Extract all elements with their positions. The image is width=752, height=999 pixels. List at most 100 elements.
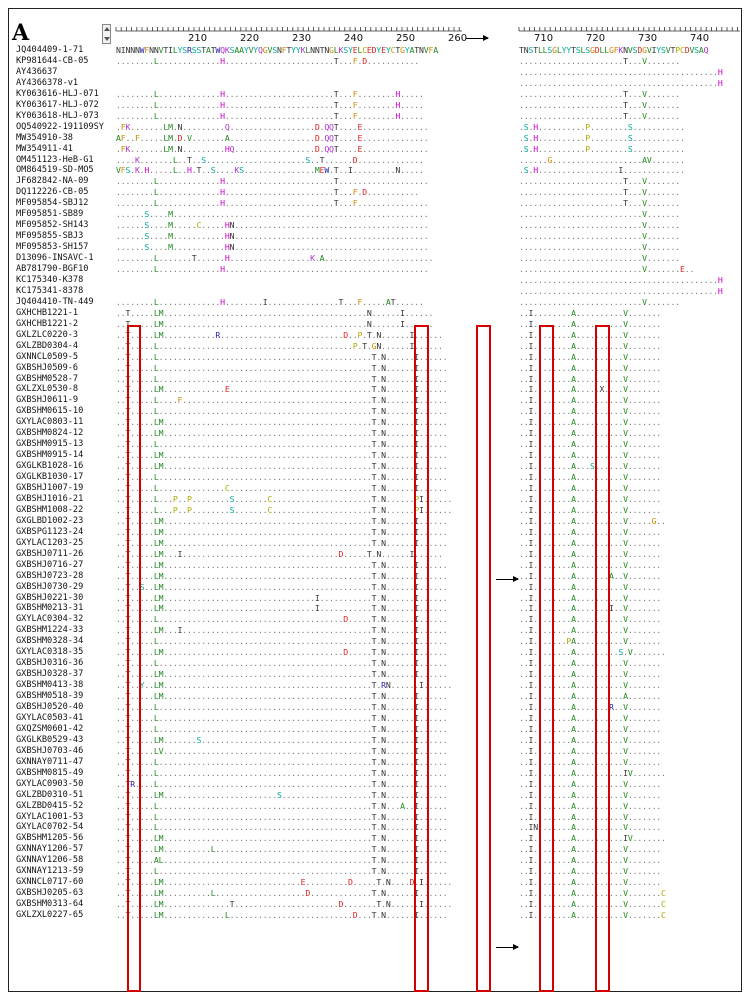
sequence-name: GXQZSM0601-42 — [16, 723, 84, 734]
sequence-name: GXBSHJ0520-40 — [16, 702, 84, 712]
sequence-name: KY063616-HLJ-071 — [16, 88, 99, 99]
tick-label: 740 — [690, 33, 710, 44]
sequence-name: OM864519-SD-MO5 — [16, 165, 94, 176]
sequence-name: MF095854-SBJ12 — [16, 198, 89, 209]
sequence-name: MF095855-SBJ3 — [16, 231, 84, 242]
sequence-name: GXBSPG1123-24 — [16, 526, 84, 537]
sequence-left-segment: ..T.....LM...I..........................… — [116, 548, 443, 559]
sequence-right-segment: ..I........A..........V....... — [519, 450, 662, 461]
sequence-right-segment: ..........................V....... — [519, 242, 680, 253]
sequence-name: MW354911-41 — [16, 143, 73, 154]
sequence-name: GXLZLC0220-3 — [16, 329, 79, 340]
sequence-right-segment: ..I........A..........V....... — [519, 712, 662, 723]
sequence-name: GXYLAC1001-53 — [16, 811, 84, 822]
sequence-left-segment: ..T.....LM..............................… — [116, 461, 448, 472]
sequence-left-segment: ........L.............H.................… — [116, 264, 429, 274]
highlight-box — [127, 325, 141, 992]
sequence-left-segment: ..T.....LM..............................… — [116, 833, 448, 844]
sequence-name: GXBSHM0915-13 — [16, 439, 84, 450]
sequence-left-segment: ..T.....LM..............................… — [116, 669, 448, 680]
sequence-name: KP981644-CB-05 — [16, 55, 89, 66]
sequence-right-segment: ..........................V....... — [519, 231, 680, 242]
sequence-name: GXLZXL0227-65 — [16, 910, 84, 921]
sequence-right-segment: ..I........A..........V....... — [519, 439, 662, 450]
highlight-box — [595, 325, 610, 992]
sequence-name: GXNNCL0509-5 — [16, 351, 79, 362]
sequence-left-segment: ......S....M...........HN...............… — [116, 242, 429, 253]
scroll-up-icon[interactable] — [104, 27, 110, 31]
sequence-right-segment: ..I........A..........V....... — [519, 340, 662, 351]
sequence-left-segment: ..T.....LM.............................E… — [116, 877, 453, 888]
tick-label: 710 — [534, 33, 554, 44]
sequence-name: GXNNAY1206-57 — [16, 844, 84, 855]
tick-label: 220 — [240, 33, 260, 44]
sequence-name: GXGLKB1028-16 — [16, 461, 84, 472]
sequence-left-segment: ........L.............H.................… — [116, 187, 419, 198]
sequence-left-segment: ..T.....L...............................… — [116, 614, 448, 625]
sequence-right-segment: ..I........A..........V....... — [519, 472, 662, 483]
sequence-left-segment: ........L.............H........I........… — [116, 296, 424, 307]
sequence-right-segment: ......................T...V....... — [519, 88, 680, 99]
sequence-left-segment: ......S....M............................… — [116, 209, 429, 220]
sequence-left-segment: ..T.....LM...I..........................… — [116, 625, 448, 636]
sequence-name: GXBSHJ0711-26 — [16, 548, 84, 559]
sequence-right-segment: ..........................V....... — [519, 296, 680, 307]
sequence-name: GXBSHJ0611-9 — [16, 395, 79, 406]
sequence-name: DQ112226-CB-05 — [16, 187, 89, 198]
sequence-left-segment: ..T.....L...............................… — [116, 800, 448, 811]
sequence-name: GXBSHM0528-7 — [16, 373, 79, 384]
sequence-name: JQ404410-TN-449 — [16, 296, 94, 307]
sequence-left-segment: ..T.....LM.............E................… — [116, 384, 448, 395]
sequence-right-segment: ..I........A..........V....... — [519, 680, 662, 691]
sequence-right-segment: ..I........A..........V....... — [519, 483, 662, 493]
sequence-name: GXBSHJ0730-29 — [16, 581, 84, 592]
sequence-left-segment: ..T..S..LM..............................… — [116, 581, 448, 592]
sequence-left-segment: ..T.....L...............................… — [116, 406, 448, 417]
sequence-name: GXNNAY1206-58 — [16, 855, 84, 866]
sequence-name: GXBSHJ0716-27 — [16, 559, 84, 570]
sequence-right-segment: ..I........A..........V....... — [519, 811, 662, 822]
sequence-left-segment: ..T.....LM..............................… — [116, 559, 448, 570]
sequence-name: KC175341-8378 — [16, 285, 84, 296]
sequence-right-segment: ..I........A..........V....... — [519, 614, 662, 625]
sequence-left-segment: ..T.....L...............................… — [116, 712, 448, 723]
sequence-name: OM451123-HeB-G1 — [16, 154, 94, 165]
sequence-right-segment: ..........................V.......E.. — [519, 264, 695, 274]
sequence-left-segment: ..T.....L...............................… — [116, 439, 448, 450]
sequence-left-segment: ..T.....L...............................… — [116, 351, 448, 362]
sequence-name: GXLZBD0304-4 — [16, 340, 79, 351]
sequence-name: GXBSHM0824-12 — [16, 428, 84, 439]
sequence-left-segment: ......S....M...........HN...............… — [116, 231, 429, 242]
sequence-left-segment: ..T.....LM..........L...................… — [116, 888, 448, 899]
sequence-left-segment: ..T.....LM..............................… — [116, 417, 448, 428]
sequence-left-segment: .FK.......LM.N.........Q................… — [116, 121, 429, 132]
sequence-left-segment: ..T.....L...............................… — [116, 340, 443, 351]
sequence-left-segment: ..T.....LM..............................… — [116, 318, 434, 329]
sequence-left-segment: ..T.....LM.......S......................… — [116, 734, 448, 745]
sequence-right-segment: ..I........A..........V....... — [519, 318, 662, 329]
sequence-right-segment: ..I........A..........V....... — [519, 537, 662, 548]
sequence-right-segment: ......G...................AV....... — [519, 154, 685, 165]
sequence-name: GXBSHM0615-10 — [16, 406, 84, 417]
scroll-spinner[interactable] — [102, 24, 111, 44]
sequence-right-segment: ..I........A..........V....... — [519, 723, 662, 734]
sequence-name: GXBSHJ0328-37 — [16, 669, 84, 680]
tick-label: 210 — [188, 33, 208, 44]
sequence-name: GXBSHJ0221-30 — [16, 592, 84, 603]
sequence-left-segment: ........L.............H.................… — [116, 88, 424, 99]
highlight-box — [539, 325, 554, 992]
sequence-left-segment: ..T.....LV..............................… — [116, 745, 448, 756]
sequence-name: JQ404409-1-71 — [16, 45, 84, 55]
scroll-down-icon[interactable] — [104, 37, 110, 41]
sequence-name: MF095852-SH143 — [16, 220, 89, 231]
sequence-left-segment: ..T.....L...............................… — [116, 756, 448, 767]
sequence-name: GXYLAC0304-32 — [16, 614, 84, 625]
row-arrow-icon — [496, 576, 519, 582]
sequence-left-segment: ........L.............H.................… — [116, 110, 424, 121]
sequence-right-segment: ........................................… — [519, 77, 723, 88]
sequence-name: GXYLAC1203-25 — [16, 537, 84, 548]
sequence-left-segment: ..T.....LM..............T...............… — [116, 899, 453, 910]
sequence-left-segment: ..T.....LM..........L...................… — [116, 844, 448, 855]
sequence-right-segment: ..I........A.....X....V....... — [519, 384, 662, 395]
sequence-right-segment: ..........................V....... — [519, 209, 680, 220]
